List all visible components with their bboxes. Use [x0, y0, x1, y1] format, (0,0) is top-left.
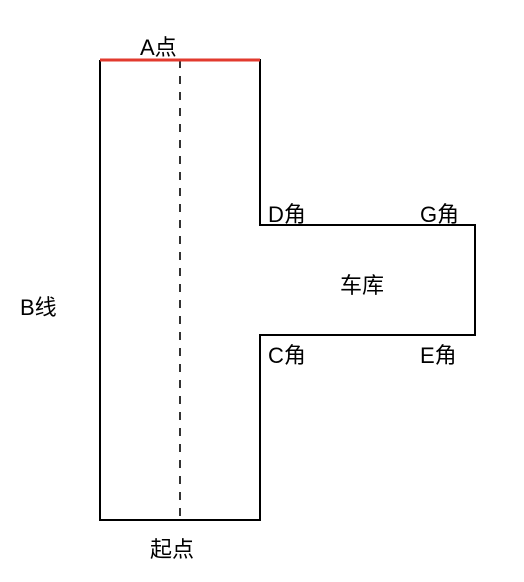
diagram-stage: A点 B线 D角 G角 C角 E角 车库 起点	[0, 0, 524, 582]
label-d-corner: D角	[268, 197, 306, 229]
label-g-corner: G角	[420, 197, 459, 229]
label-garage: 车库	[340, 268, 384, 300]
label-e-corner: E角	[420, 338, 457, 370]
outline-path	[100, 60, 475, 520]
label-a-point: A点	[140, 30, 177, 62]
label-c-corner: C角	[268, 338, 306, 370]
label-start: 起点	[150, 532, 194, 564]
label-b-line: B线	[20, 290, 57, 322]
diagram-svg	[0, 0, 524, 582]
